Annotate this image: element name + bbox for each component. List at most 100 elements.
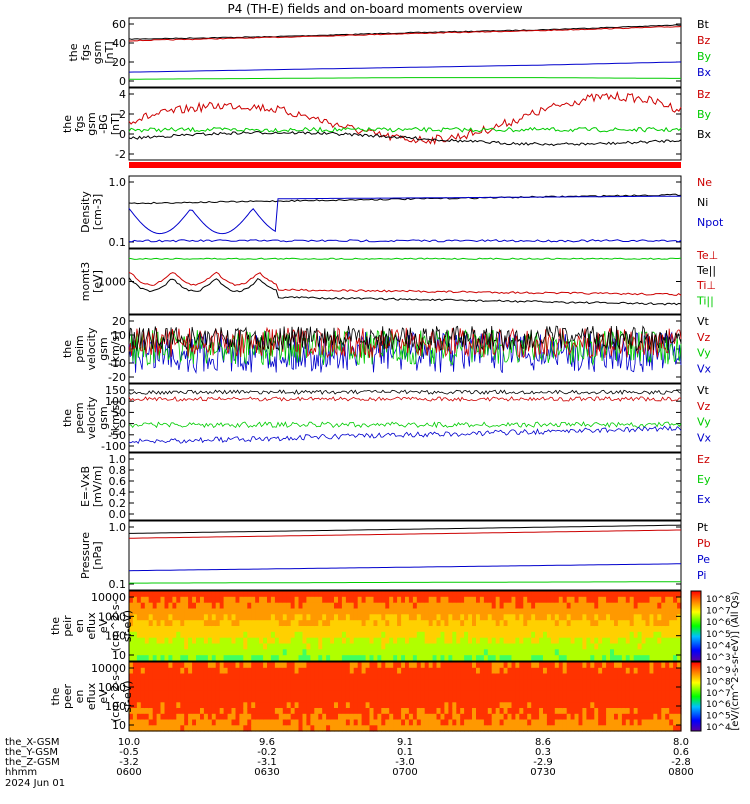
- y-tick-label: 10: [112, 329, 126, 342]
- spectrogram-cell: [641, 662, 647, 669]
- spectrogram-cell: [247, 667, 252, 675]
- spectrogram-cell: [140, 591, 146, 598]
- spectrogram-cell: [219, 702, 225, 709]
- spectrogram-cell: [345, 662, 351, 669]
- spectrogram-cell: [192, 631, 197, 639]
- spectrogram-cell: [408, 719, 414, 726]
- spectrogram-cell: [164, 708, 169, 715]
- spectrogram-cell: [610, 596, 615, 604]
- spectrogram-cell: [543, 637, 548, 645]
- spectrogram-cell: [188, 708, 193, 715]
- spectrogram-cell: [239, 702, 244, 709]
- spectrogram-cell: [649, 649, 654, 656]
- spectrogram-cell: [633, 655, 639, 662]
- spectrogram-cell: [578, 637, 583, 645]
- spectrogram-cell: [464, 591, 469, 598]
- spectrogram-cell: [223, 626, 229, 633]
- spectrogram-cell: [610, 708, 615, 715]
- spectrogram-cell: [322, 673, 327, 680]
- spectrogram-cell: [318, 685, 323, 692]
- spectrogram-cell: [231, 602, 236, 610]
- spectrogram-cell: [440, 662, 445, 669]
- spectrogram-cell: [207, 643, 213, 650]
- spectrogram-cell: [586, 708, 591, 715]
- spectrogram-cell: [326, 713, 331, 721]
- spectrogram-cell: [586, 673, 591, 680]
- spectrogram-cell: [132, 620, 138, 627]
- spectrogram-cell: [479, 631, 485, 639]
- spectrogram-cell: [184, 719, 189, 726]
- legend-entry: Bx: [697, 66, 712, 79]
- spectrogram-cell: [554, 685, 560, 692]
- spectrogram-cell: [274, 725, 280, 732]
- spectrogram-cell: [318, 702, 323, 709]
- spectrogram-cell: [164, 673, 169, 680]
- spectrogram-cell: [353, 637, 359, 645]
- spectrogram-cell: [290, 696, 296, 703]
- spectrogram-cell: [259, 708, 264, 715]
- spectrogram-cell: [156, 696, 162, 703]
- spectrogram-cell: [566, 685, 572, 692]
- spectrogram-cell: [243, 596, 248, 604]
- spectrogram-cell: [401, 602, 406, 610]
- spectrogram-cell: [460, 631, 465, 639]
- spectrogram-cell: [401, 655, 406, 662]
- spectrogram-cell: [665, 685, 670, 692]
- spectrogram-cell: [192, 696, 197, 703]
- spectrogram-cell: [377, 667, 382, 675]
- spectrogram-cell: [590, 679, 595, 686]
- spectrogram-cell: [562, 626, 568, 633]
- spectrogram-cell: [653, 708, 658, 715]
- spectrogram-cell: [334, 708, 339, 715]
- spectrogram-cell: [274, 662, 280, 669]
- spectrogram-cell: [397, 696, 402, 703]
- spectrogram-cell: [373, 649, 378, 656]
- spectrogram-cell: [393, 649, 398, 656]
- spectrogram-cell: [570, 591, 576, 598]
- spectrogram-cell: [606, 631, 611, 639]
- spectrogram-cell: [594, 719, 599, 726]
- spectrogram-cell: [353, 690, 359, 698]
- spectrogram-cell: [129, 596, 134, 604]
- spectrogram-cell: [669, 602, 674, 610]
- spectrogram-cell: [665, 631, 670, 639]
- spectrogram-cell: [420, 667, 426, 675]
- spectrogram-cell: [349, 679, 355, 686]
- spectrogram-cell: [479, 649, 485, 656]
- spectrogram-cell: [357, 637, 363, 645]
- spectrogram-cell: [144, 631, 150, 639]
- spectrogram-cell: [531, 649, 536, 656]
- spectrogram-cell: [677, 631, 682, 639]
- spectrogram-cell: [357, 673, 363, 680]
- spectrogram-cell: [132, 679, 138, 686]
- spectrogram-cell: [464, 637, 469, 645]
- spectrogram-cell: [385, 608, 390, 615]
- spectrogram-cell: [531, 690, 536, 698]
- spectrogram-cell: [598, 719, 603, 726]
- spectrogram-cell: [152, 690, 158, 698]
- spectrogram-cell: [180, 685, 185, 692]
- spectrogram-cell: [539, 696, 544, 703]
- spectrogram-cell: [389, 708, 394, 715]
- spectrogram-cell: [172, 713, 177, 721]
- spectrogram-cell: [338, 673, 343, 680]
- spectrogram-cell: [338, 637, 343, 645]
- spectrogram-cell: [428, 631, 434, 639]
- spectrogram-cell: [456, 690, 461, 698]
- spectrogram-cell: [345, 596, 351, 604]
- spectrogram-cell: [401, 690, 406, 698]
- spectrogram-cell: [424, 685, 430, 692]
- spectrogram-cell: [444, 719, 449, 726]
- spectrogram-cell: [677, 702, 682, 709]
- spectrogram-cell: [330, 620, 335, 627]
- spectrogram-cell: [267, 667, 272, 675]
- spectrogram-cell: [440, 696, 445, 703]
- spectrogram-cell: [649, 679, 654, 686]
- spectrogram-cell: [227, 702, 233, 709]
- spectrogram-cell: [361, 643, 367, 650]
- spectrogram-cell: [164, 649, 169, 656]
- spectrogram-cell: [200, 620, 205, 627]
- spectrogram-cell: [385, 596, 390, 604]
- spectrogram-cell: [188, 679, 193, 686]
- spectrogram-cell: [578, 708, 583, 715]
